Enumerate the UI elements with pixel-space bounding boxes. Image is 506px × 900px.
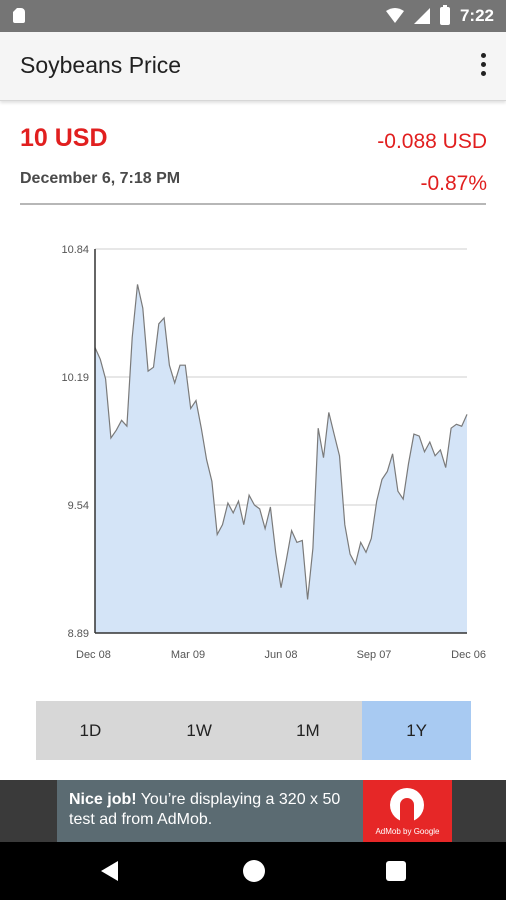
price-area [95,284,467,633]
status-bar: 7:22 [0,0,506,32]
price-change: -0.088 USD [377,130,487,153]
tab-1d[interactable]: 1D [79,720,102,740]
x-tick-label: Dec 06 [451,649,486,661]
more-vert-icon[interactable] [476,53,490,77]
y-tick-label: 8.89 [68,628,89,640]
tab-1m[interactable]: 1M [296,720,320,740]
ad-text[interactable]: Nice job! You’re displaying a 320 x 50 t… [69,790,359,830]
wifi-icon [385,8,404,23]
ad-banner[interactable]: Nice job! You’re displaying a 320 x 50 t… [57,780,452,842]
x-tick-label: Jun 08 [264,649,297,661]
sd-card-icon [13,8,25,23]
price-change-percent: -0.87% [420,172,487,195]
admob-icon [390,788,424,822]
current-price: 10 USD [20,124,108,152]
admob-logo[interactable]: AdMob by Google [363,780,452,842]
signal-icon [413,8,430,24]
clock: 7:22 [459,6,494,25]
x-tick-label: Dec 08 [76,649,111,661]
price-line [94,284,468,600]
status-icons: 7:22 [385,0,494,32]
back-icon[interactable] [101,861,118,881]
y-tick-label: 10.84 [61,244,89,256]
range-tabs: 1D 1W 1M 1Y [36,701,471,760]
tab-1y[interactable]: 1Y [362,701,471,760]
ad-headline: Nice job! [69,791,137,808]
ad-body: You’re displaying a 320 x 50 test ad fro… [69,791,341,828]
navigation-bar [0,842,506,900]
app-bar: Soybeans Price [0,32,506,101]
x-tick-label: Mar 09 [171,649,205,661]
tab-1w[interactable]: 1W [186,720,212,740]
home-icon[interactable] [243,860,265,882]
recents-icon[interactable] [386,861,406,881]
quote-timestamp: December 6, 7:18 PM [20,170,181,187]
battery-icon [439,5,450,25]
x-tick-label: Sep 07 [357,649,392,661]
app-title: Soybeans Price [20,52,182,78]
y-tick-label: 10.19 [61,372,89,384]
y-tick-label: 9.54 [68,500,89,512]
admob-caption: AdMob by Google [375,827,440,836]
header-divider [20,203,486,205]
price-chart[interactable]: 10.84 10.19 9.54 8.89 Dec 08 Mar 09 Jun 08 Sep … [0,230,506,670]
